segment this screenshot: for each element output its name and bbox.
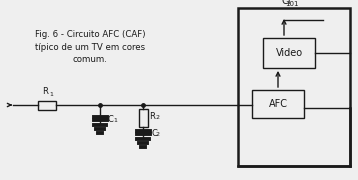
Bar bbox=[238, 8, 350, 166]
Text: 2: 2 bbox=[155, 115, 160, 120]
Text: CI: CI bbox=[281, 0, 291, 6]
Text: Fig. 6 - Circuito AFC (CAF)
típico de um TV em cores
comum.: Fig. 6 - Circuito AFC (CAF) típico de um… bbox=[35, 30, 145, 64]
Text: 101: 101 bbox=[285, 1, 299, 7]
Bar bbox=[139, 109, 147, 127]
Text: AFC: AFC bbox=[268, 99, 287, 109]
Bar bbox=[263, 38, 315, 68]
Text: 2: 2 bbox=[156, 132, 160, 138]
Text: Video: Video bbox=[275, 48, 303, 58]
Text: 1: 1 bbox=[113, 118, 117, 123]
Text: C: C bbox=[151, 129, 157, 138]
Text: R: R bbox=[150, 112, 155, 121]
Bar bbox=[252, 90, 304, 118]
Text: C: C bbox=[108, 114, 114, 123]
Bar bbox=[38, 100, 56, 109]
Text: 1: 1 bbox=[49, 93, 53, 98]
Text: R: R bbox=[42, 87, 48, 96]
